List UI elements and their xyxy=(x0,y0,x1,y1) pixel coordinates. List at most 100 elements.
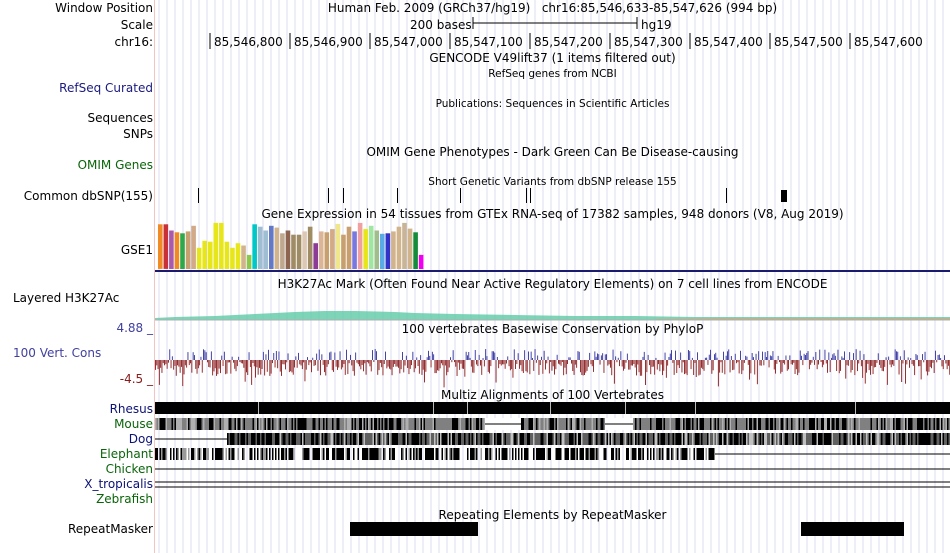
alignment-block xyxy=(212,448,214,460)
alignment-block xyxy=(696,418,698,430)
phylop-bar xyxy=(565,360,567,375)
phylop-bar xyxy=(574,360,576,365)
track-label-h3k27ac[interactable]: Layered H3K27Ac xyxy=(13,291,120,305)
track-title-multiz: Multiz Alignments of 100 Vertebrates xyxy=(440,388,665,402)
species-label-dog[interactable]: Dog xyxy=(128,432,153,446)
alignment-block xyxy=(677,433,679,445)
phylop-bar xyxy=(901,360,903,382)
alignment-block xyxy=(810,418,812,430)
phylop-bar xyxy=(526,360,528,373)
alignment-block xyxy=(449,448,451,460)
alignment-block xyxy=(440,433,442,445)
species-label-xtropicalis[interactable]: X_tropicalis xyxy=(84,477,153,491)
alignment-block xyxy=(444,433,446,445)
alignment-block xyxy=(425,433,427,445)
phylop-bar xyxy=(595,356,597,360)
ruler-tick-label: 85,546,800 xyxy=(214,35,283,49)
phylop-bar xyxy=(490,360,492,367)
phylop-bar xyxy=(491,351,493,360)
track-graphics xyxy=(155,0,950,553)
phylop-bar xyxy=(535,360,537,363)
phylop-bar xyxy=(584,360,585,375)
alignment-block xyxy=(678,418,680,430)
alignment-block xyxy=(743,433,745,445)
alignment-block xyxy=(453,433,455,445)
phylop-bar xyxy=(580,360,581,373)
alignment-block xyxy=(579,448,581,460)
alignment-block xyxy=(911,418,913,430)
phylop-bar xyxy=(815,352,817,360)
track-label-repeatmasker[interactable]: RepeatMasker xyxy=(67,522,153,536)
phylop-bar xyxy=(941,360,943,367)
track-display-area[interactable]: Human Feb. 2009 (GRCh37/hg19) chr16:85,5… xyxy=(155,0,950,553)
alignment-block xyxy=(554,433,556,445)
alignment-block xyxy=(656,448,658,460)
phylop-bar xyxy=(728,349,730,360)
alignment-block xyxy=(572,433,574,445)
phylop-bar xyxy=(893,360,895,366)
phylop-bar xyxy=(617,357,619,360)
alignment-block xyxy=(234,418,236,430)
alignment-block xyxy=(405,448,407,460)
species-label-elephant[interactable]: Elephant xyxy=(99,447,153,461)
species-label-mouse[interactable]: Mouse xyxy=(114,417,153,431)
phylop-bar xyxy=(604,354,606,360)
gtex-tissue-bar xyxy=(391,231,396,269)
species-label-zebrafish[interactable]: Zebrafish xyxy=(96,492,153,506)
alignment-block xyxy=(593,433,595,445)
species-label-chicken[interactable]: Chicken xyxy=(105,462,153,476)
phylop-bar xyxy=(416,357,418,360)
alignment-block xyxy=(555,448,557,460)
alignment-block xyxy=(387,433,389,445)
alignment-block xyxy=(812,418,814,430)
alignment-block xyxy=(858,418,860,430)
alignment-block xyxy=(924,418,926,430)
phylop-bar xyxy=(561,360,563,362)
phylop-bar xyxy=(291,360,293,373)
alignment-block xyxy=(188,418,190,430)
alignment-block xyxy=(347,448,349,460)
phylop-bar xyxy=(806,353,808,360)
alignment-block xyxy=(750,433,752,445)
alignment-block xyxy=(389,448,391,460)
alignment-block xyxy=(638,433,640,445)
phylop-bar xyxy=(216,360,217,376)
phylop-bar xyxy=(309,360,311,363)
track-label-gtex[interactable]: GSE1 xyxy=(120,243,153,257)
alignment-block xyxy=(312,433,314,445)
alignment-block xyxy=(573,448,575,460)
alignment-block xyxy=(816,418,818,430)
phylop-bar xyxy=(305,360,307,370)
alignment-block xyxy=(683,433,685,445)
alignment-block xyxy=(155,418,157,430)
alignment-block xyxy=(662,448,664,460)
species-label-rhesus[interactable]: Rhesus xyxy=(109,402,153,416)
phylop-bar xyxy=(434,360,436,374)
position-range[interactable]: chr16:85,546,633-85,547,626 (994 bp) xyxy=(541,1,778,15)
alignment-block xyxy=(633,448,635,460)
alignment-block xyxy=(531,418,533,430)
phylop-bar xyxy=(513,349,515,360)
track-label-snps[interactable]: SNPs xyxy=(123,127,153,141)
phylop-bar xyxy=(836,360,838,371)
alignment-block xyxy=(762,433,764,445)
base-position-ruler xyxy=(209,33,851,49)
track-label-phylop[interactable]: 100 Vert. Cons xyxy=(13,346,102,360)
alignment-block xyxy=(300,433,302,445)
alignment-block xyxy=(392,418,394,430)
track-label-sequences[interactable]: Sequences xyxy=(87,111,153,125)
phylop-bar xyxy=(155,360,156,370)
phylop-bar xyxy=(905,360,906,384)
phylop-bar xyxy=(790,360,792,365)
alignment-block xyxy=(186,418,188,430)
track-label-dbsnp[interactable]: Common dbSNP(155) xyxy=(23,189,153,203)
alignment-block xyxy=(791,418,793,430)
phylop-bar xyxy=(772,351,774,360)
alignment-block xyxy=(575,448,577,460)
alignment-block xyxy=(869,433,871,445)
alignment-block xyxy=(660,418,662,430)
alignment-block xyxy=(722,418,724,430)
track-label-omim[interactable]: OMIM Genes xyxy=(77,158,153,172)
track-label-refseq[interactable]: RefSeq Curated xyxy=(59,81,153,95)
